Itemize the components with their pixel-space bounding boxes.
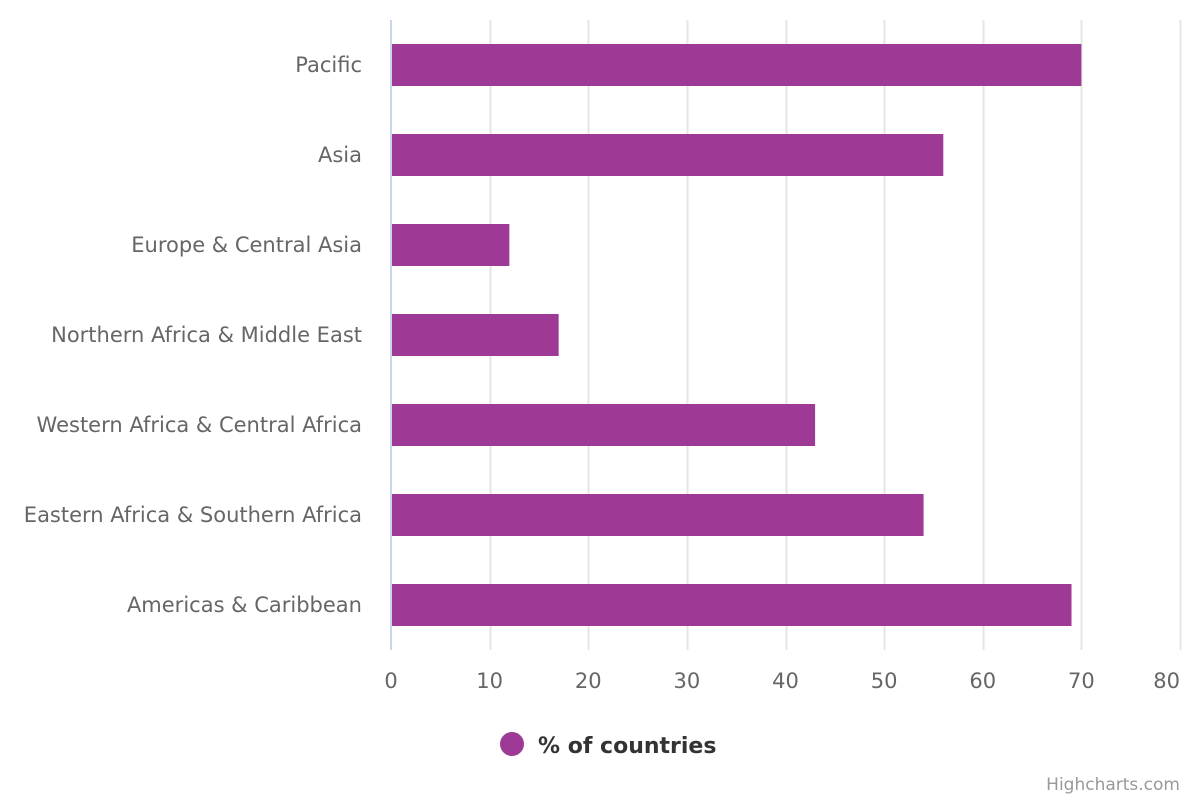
category-label: Eastern Africa & Southern Africa	[24, 503, 362, 527]
bar[interactable]	[392, 44, 1082, 86]
legend-label[interactable]: % of countries	[538, 734, 716, 759]
legend[interactable]: % of countries	[500, 732, 716, 759]
bar[interactable]	[392, 494, 924, 536]
bar[interactable]	[392, 404, 816, 446]
category-label: Northern Africa & Middle East	[51, 323, 362, 347]
tick-label: 30	[674, 669, 701, 693]
tick-label: 50	[871, 669, 898, 693]
tick-label: 60	[969, 669, 996, 693]
bar[interactable]	[392, 584, 1072, 626]
grid-lines	[489, 20, 1182, 650]
credits-link[interactable]: Highcharts.com	[1046, 775, 1180, 795]
bar[interactable]	[392, 314, 559, 356]
tick-label: 20	[575, 669, 602, 693]
tick-label: 40	[772, 669, 799, 693]
category-label: Western Africa & Central Africa	[37, 413, 362, 437]
value-axis-ticks: 0 10 20 30 40 50 60 70 80	[384, 669, 1180, 693]
bars	[392, 44, 1082, 626]
bar[interactable]	[392, 224, 510, 266]
legend-marker-icon[interactable]	[500, 732, 524, 756]
category-label: Europe & Central Asia	[131, 233, 362, 257]
category-labels: Pacific Asia Europe & Central Asia Northern…	[24, 53, 362, 617]
tick-label: 0	[384, 669, 397, 693]
tick-label: 10	[476, 669, 503, 693]
tick-label: 80	[1153, 669, 1180, 693]
category-label: Americas & Caribbean	[127, 593, 362, 617]
bar[interactable]	[392, 134, 944, 176]
category-label: Asia	[318, 143, 362, 167]
category-label: Pacific	[295, 53, 362, 77]
tick-label: 70	[1068, 669, 1095, 693]
